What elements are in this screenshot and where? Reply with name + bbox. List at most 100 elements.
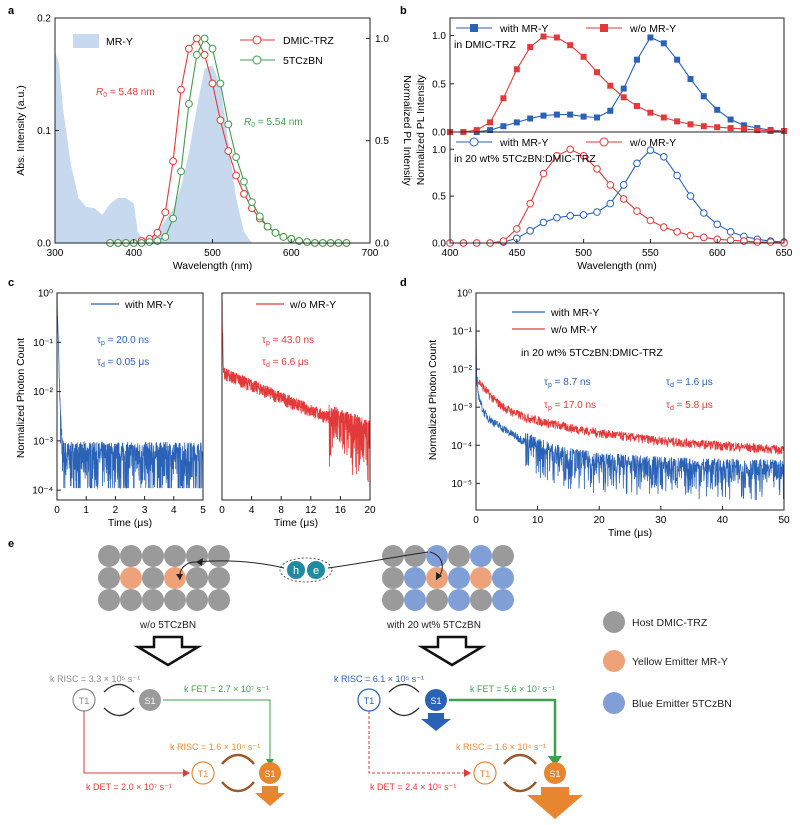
host-site [186,589,208,611]
point-b1 [606,181,615,189]
point-b0 [487,119,494,126]
point-b1 [660,223,668,231]
tau-d-c0: τd = 0.05 μs [97,357,149,369]
point-b0 [553,111,560,118]
ytick-label-a: 0.2 [37,14,51,25]
point-dmic-trz [185,44,193,53]
point-b0 [594,114,600,121]
big-down-arrow-right [417,635,487,667]
point-b1 [646,146,655,154]
panel-c1-frame [221,292,371,501]
point-b1 [700,233,708,242]
point-dmic-trz [153,228,162,237]
host-site [98,567,120,589]
point-b0 [607,107,614,114]
xtick-label-c: 16 [335,505,347,516]
point-5tczbn [240,177,248,186]
legend-host-label: Host DMIC-TRZ [632,617,708,629]
point-b1 [606,199,615,208]
point-5tczbn [248,198,256,207]
point-b0 [513,119,520,126]
ylabel-right-a: Normalized PL Intensity [401,75,413,186]
point-b0 [647,34,654,41]
host-site [448,545,470,567]
point-5tczbn [263,222,272,231]
host-site [470,589,492,611]
point-b0 [473,127,480,134]
xlabel-c1: Time (μs) [274,517,318,529]
xtick-label-c: 20 [364,505,376,516]
legend-label-b: w/o MR-Y [629,23,676,35]
xtick-label-b: 450 [508,248,525,259]
ytick-label-a: 0.1 [37,126,51,137]
xtick-label-a: 300 [47,248,64,259]
emitter-site [164,567,186,589]
decay-trace-c0 [56,296,204,489]
point-b0 [660,40,667,47]
point-dmic-trz [192,34,201,43]
left-cycle-host [103,683,135,717]
point-b0 [714,124,721,131]
condition-label-d: in 20 wt% 5TCzBN:DMIC-TRZ [521,347,663,359]
tau-p-c1: τp = 43.0 ns [262,335,314,347]
point-b1 [726,228,735,236]
point-dmic-trz [208,79,217,88]
legend-marker-dmic-trz [252,35,262,45]
blue-emitter-site [492,567,514,589]
ytick-label-c: 10⁻⁴ [32,486,53,497]
chart-b: 0.0 0.5 1.0 with MR-Y w/o MR-Y in DMIC-TRZ 0.0… [415,17,793,272]
host-site [142,545,164,567]
point-b0 [620,94,627,101]
point-b0 [727,116,734,123]
legend-label-d: w/o MR-Y [550,324,597,336]
xtick-label-c: 4 [171,505,177,516]
electron-sphere [307,561,325,579]
ylabel-a: Abs. Intensity (a.u.) [15,85,27,175]
tau-d-d-1: τd = 5.8 μs [666,400,713,412]
electron-label: e [313,565,319,577]
right-k-det: k DET = 2.4 × 10⁵ s⁻¹ [370,782,456,792]
condition-label-b0: in DMIC-TRZ [454,39,516,51]
point-b0 [594,69,600,76]
left-t1-host-label: T1 [79,696,90,706]
xtick-label-c: 0 [54,505,60,516]
point-5tczbn [200,34,209,43]
xtick-label-c: 2 [113,505,119,516]
ytick-label-c: 10⁻² [33,387,53,398]
decay-trace-d-0 [475,301,785,501]
point-5tczbn [255,212,264,221]
ytick-label-b: 0.0 [432,128,446,139]
xtick-label-a: 700 [362,248,379,259]
point-b1 [753,238,762,246]
point-b1 [566,212,575,220]
left-condition-label: w/o 5TCzBN [139,620,196,631]
right-det-arrow [368,711,465,774]
point-b0 [754,127,761,134]
xtick-label-b: 600 [709,248,726,259]
xlabel-a: Wavelength (nm) [173,260,253,272]
curly-arrowhead-right [436,572,442,580]
point-5tczbn [145,238,154,246]
r0-annotation-dmic-trz: R0 = 5.48 nm [96,87,155,99]
left-s1-mry-label: S1 [264,769,275,779]
point-b0 [687,121,694,128]
xtick-label-c: 8 [278,505,284,516]
xtick-label-d: 20 [594,515,606,526]
right-t1-mry-label: T1 [480,769,491,779]
ytick-label-b: 1.0 [432,31,446,42]
tau-p-d-1: τp = 17.0 ns [544,400,596,412]
point-5tczbn [169,214,178,223]
legend-blue-label: Blue Emitter 5TCzBN [632,698,732,710]
xtick-label-c: 12 [305,505,317,516]
point-5tczbn [279,233,288,241]
right-t1-mry [473,761,497,785]
legend-marker-b [470,24,478,32]
legend-label-c: with MR-Y [124,299,173,311]
transfer-arrow-left [195,560,285,569]
legend-swatch-mr-y [73,34,99,48]
legend-label-c: w/o MR-Y [289,299,336,311]
point-b1 [593,208,601,216]
big-down-arrow-left [133,635,203,667]
point-b0 [714,106,721,113]
ytick-label-d: 10⁻¹ [452,327,472,338]
